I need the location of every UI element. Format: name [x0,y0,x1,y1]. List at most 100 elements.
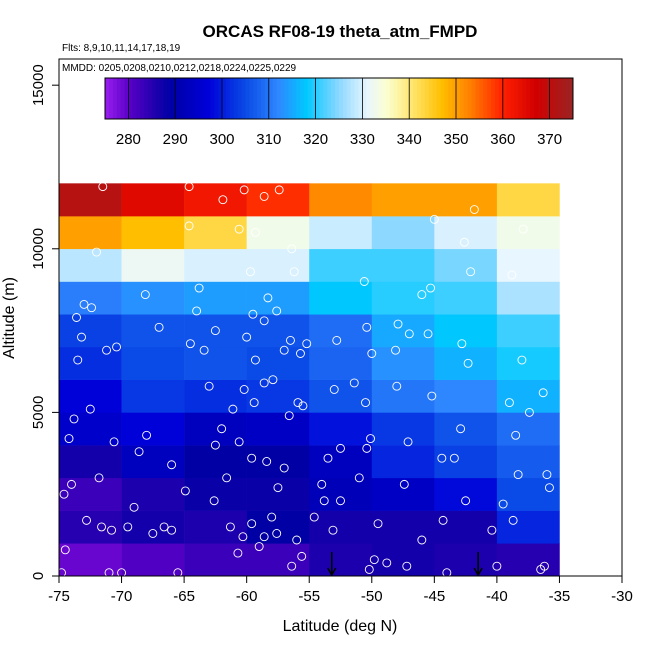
data-point [222,473,232,483]
heatmap-cell [496,543,560,577]
data-point [259,532,269,542]
data-point [373,519,383,529]
colorbar-swatch [280,78,285,119]
data-point [296,349,305,358]
colorbar-swatch [183,78,188,119]
heatmap-cell [496,510,560,544]
heatmap-cell [59,412,122,446]
data-point [173,568,183,578]
colorbar-swatch [307,78,313,119]
data-point [366,434,375,444]
heatmap-cell [371,445,435,479]
data-point [102,345,111,355]
lat-markers [327,552,483,577]
colorbar-swatch [194,78,200,119]
data-point [498,499,508,509]
colorbar-swatch [354,78,359,119]
heatmap-cell [59,314,122,348]
x-tick-label: -55 [298,588,320,605]
colorbar-swatch [456,78,461,119]
heatmap-cell [434,248,498,282]
data-point [104,568,114,578]
data-point [239,185,249,195]
marker-arrow-head [327,567,337,577]
data-point [298,401,308,411]
x-tick-label: -60 [236,588,258,605]
colorbar-swatch [436,78,441,119]
heatmap-cell [309,248,373,282]
colorbar-swatch [346,78,352,119]
data-point [159,522,169,532]
data-point [167,525,177,535]
y-tick-label: 15000 [30,64,47,106]
data-point [466,267,476,277]
colorbar-tick-label: 360 [490,131,515,148]
data-point [60,545,70,555]
colorbar-swatch [300,78,305,119]
colorbar-swatch [190,78,196,119]
data-point [245,267,255,277]
y-axis-label: Altitude (m) [1,277,18,359]
data-point [542,470,552,480]
heatmap-cell [184,314,247,348]
data-point [250,227,260,237]
data-point [82,515,91,525]
data-point [349,378,359,388]
data-point [87,303,96,313]
colorbar-swatch [218,78,223,119]
data-point [77,332,86,342]
data-point [287,244,297,254]
data-point [92,247,101,257]
heatmap-cell [59,281,122,315]
data-point [204,381,214,391]
heatmap-cell [184,477,247,511]
colorbar-swatch [452,78,457,119]
data-point [247,453,257,463]
heatmap-cell [121,379,185,413]
heatmap-cell [371,510,435,544]
colorbar-swatch [132,78,137,119]
colorbar-swatch [225,78,231,119]
heatmap-cell [371,314,435,348]
data-point [391,345,400,355]
colorbar-swatch [475,78,480,119]
annotation-flights: Flts: 8,9,10,11,14,17,18,19 [62,43,181,54]
data-point [194,283,204,293]
colorbar-swatch [487,78,492,119]
heatmap-cell [59,510,122,544]
data-point [218,195,228,205]
heatmap-cell [496,314,560,348]
data-point [142,430,152,440]
marker-arrow-head [473,567,483,577]
colorbar-swatch [206,78,211,119]
y-tick-label: 5000 [30,396,47,429]
data-point [234,224,244,234]
colorbar-swatch [124,78,129,119]
data-point [437,453,447,463]
x-tick-label: -30 [611,588,633,605]
data-point [268,375,278,385]
colorbar-tick-label: 290 [163,131,188,148]
colorbar-swatch [381,78,387,119]
colorbar-swatch [440,78,445,119]
data-point [192,306,202,316]
heatmap-cell [434,346,498,380]
colorbar-swatch [362,78,367,119]
data-point [129,502,139,512]
data-point [272,306,282,316]
data-point [517,355,527,365]
heatmap-cell [246,445,310,479]
colorbar-swatch [167,78,172,119]
data-point [469,205,479,214]
heatmap-cell [121,445,185,479]
x-tick-label: -70 [111,588,133,605]
data-point [359,277,369,286]
data-point [507,270,517,280]
colorbar-swatch [140,78,145,119]
data-point [287,561,297,571]
heatmap-cell [246,248,310,282]
data-point [417,290,427,300]
x-tick-label: -50 [361,588,383,605]
colorbar-swatch [288,78,293,119]
colorbar-swatch [467,78,473,119]
